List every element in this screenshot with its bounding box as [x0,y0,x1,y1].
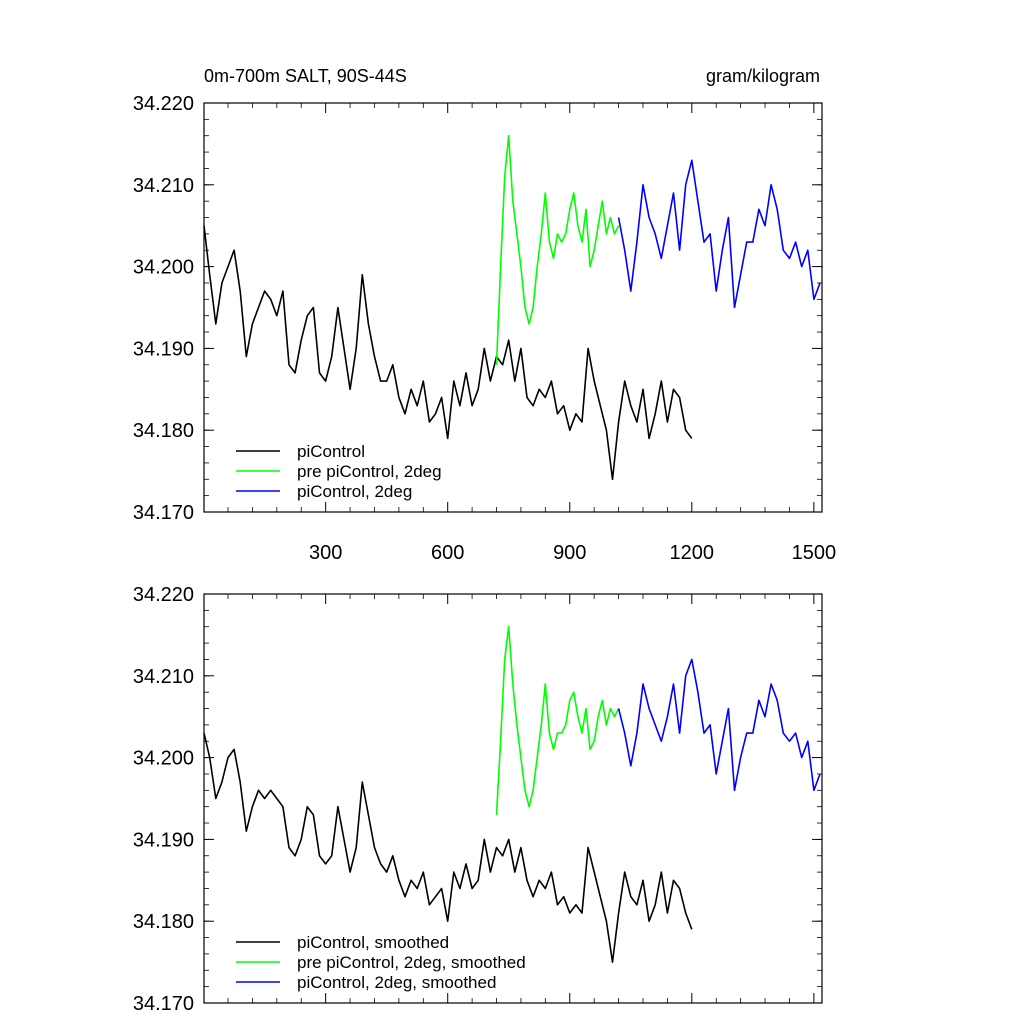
plot-frame [203,102,823,513]
legend-label: pre piControl, 2deg [297,462,442,481]
legend-label: piControl, 2deg, smoothed [297,973,496,992]
chart-title: 0m-700m SALT, 90S-44S [204,66,407,86]
plot-frame [203,593,823,1004]
y-tick-label: 34.180 [133,420,194,442]
series-line-1 [203,225,693,481]
panel-raw: 34.170 34.180 34.190 34.200 34.210 34.220 300 6… [133,66,836,564]
legend-label: piControl, smoothed [297,933,449,952]
series-line-1 [203,732,693,963]
x-tick-label: 300 [309,542,342,564]
y-tick-label: 34.220 [133,93,194,115]
series-line-3 [617,159,821,309]
x-tick-label: 600 [431,542,464,564]
y-tick-label: 34.190 [133,338,194,360]
y-tick-label: 34.220 [133,584,194,606]
x-tick-label: 1500 [792,542,837,564]
series-line-3 [617,658,821,792]
units-label: gram/kilogram [706,66,820,86]
y-tick-label: 34.170 [133,993,194,1015]
legend-label: piControl, 2deg [297,482,412,501]
legend-label: pre piControl, 2deg, smoothed [297,953,526,972]
y-tick-label: 34.190 [133,829,194,851]
y-tick-label: 34.210 [133,666,194,688]
y-tick-label: 34.180 [133,911,194,933]
x-tick-label: 1200 [670,542,715,564]
x-tick-label: 900 [553,542,586,564]
legend-label: piControl [297,442,365,461]
y-tick-label: 34.210 [133,175,194,197]
y-tick-label: 34.200 [133,748,194,770]
panel-smoothed: 34.170 34.180 34.190 34.200 34.210 34.220 piCo… [133,584,823,1015]
series-line-2 [495,134,620,365]
y-tick-label: 34.170 [133,502,194,524]
series-line-2 [495,625,620,815]
y-tick-label: 34.200 [133,257,194,279]
